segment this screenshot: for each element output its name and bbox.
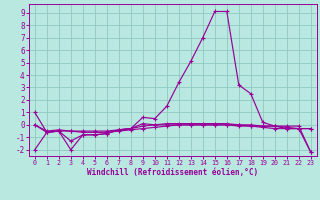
X-axis label: Windchill (Refroidissement éolien,°C): Windchill (Refroidissement éolien,°C) [87,168,258,177]
